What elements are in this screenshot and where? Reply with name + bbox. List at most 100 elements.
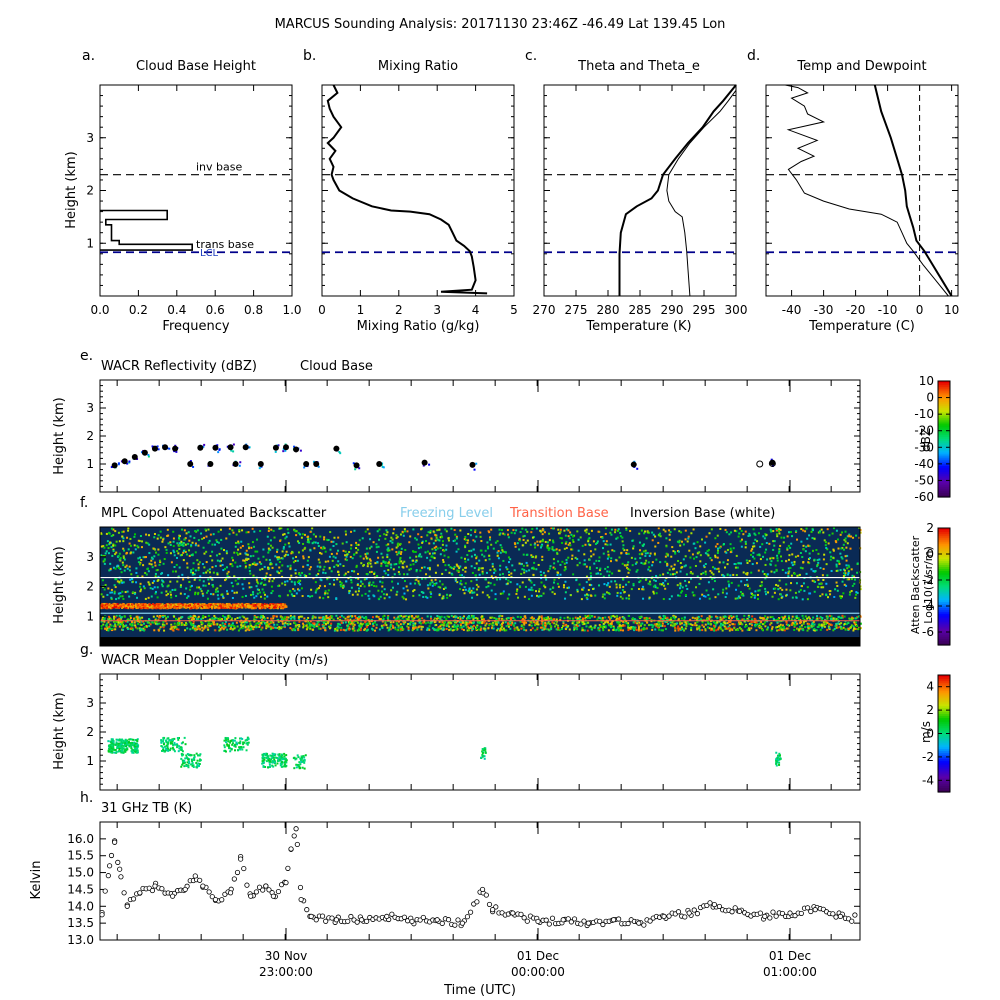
backscatter-pixel	[124, 570, 126, 572]
backscatter-pixel	[177, 552, 179, 554]
backscatter-pixel	[569, 537, 571, 539]
backscatter-pixel	[851, 568, 853, 570]
backscatter-pixel	[103, 547, 105, 549]
backscatter-pixel	[507, 529, 509, 531]
backscatter-pixel	[643, 532, 645, 534]
backscatter-pixel	[531, 625, 533, 627]
backscatter-pixel	[365, 531, 367, 533]
backscatter-pixel	[507, 583, 509, 585]
backscatter-pixel	[519, 538, 521, 540]
backscatter-pixel	[173, 545, 175, 547]
backscatter-pixel	[403, 573, 405, 575]
backscatter-pixel	[669, 569, 671, 571]
backscatter-pixel	[102, 624, 104, 626]
backscatter-pixel	[448, 626, 450, 628]
backscatter-pixel	[679, 587, 681, 589]
backscatter-pixel	[151, 596, 153, 598]
backscatter-pixel	[304, 547, 306, 549]
backscatter-pixel	[417, 580, 419, 582]
backscatter-pixel	[680, 585, 682, 587]
backscatter-pixel	[776, 557, 778, 559]
backscatter-pixel	[801, 556, 803, 558]
backscatter-pixel	[479, 532, 481, 534]
backscatter-pixel	[403, 535, 405, 537]
backscatter-pixel	[689, 566, 691, 568]
backscatter-pixel	[605, 527, 607, 529]
backscatter-pixel	[207, 529, 209, 531]
backscatter-pixel	[507, 598, 509, 600]
backscatter-pixel	[267, 567, 269, 569]
backscatter-pixel	[288, 542, 290, 544]
backscatter-pixel	[252, 528, 254, 530]
y-axis-label-e: Height (km)	[52, 397, 67, 474]
backscatter-pixel	[383, 624, 385, 626]
backscatter-pixel	[209, 540, 211, 542]
backscatter-pixel	[197, 545, 199, 547]
backscatter-pixel	[788, 545, 790, 547]
backscatter-pixel	[247, 543, 249, 545]
backscatter-pixel	[167, 529, 169, 531]
backscatter-pixel	[700, 573, 702, 575]
backscatter-pixel	[563, 617, 565, 619]
backscatter-pixel	[733, 616, 735, 618]
backscatter-pixel	[123, 550, 125, 552]
backscatter-pixel	[448, 629, 450, 631]
backscatter-pixel	[796, 617, 798, 619]
backscatter-pixel	[676, 571, 678, 573]
backscatter-pixel	[397, 536, 399, 538]
backscatter-pixel	[259, 530, 261, 532]
backscatter-pixel	[822, 531, 824, 533]
backscatter-pixel	[459, 627, 461, 629]
backscatter-pixel	[185, 587, 187, 589]
reflectivity-pixel	[168, 448, 170, 450]
backscatter-pixel	[364, 585, 366, 587]
backscatter-pixel	[590, 550, 592, 552]
backscatter-pixel	[462, 569, 464, 571]
backscatter-pixel	[764, 621, 766, 623]
backscatter-pixel	[427, 622, 429, 624]
backscatter-pixel	[442, 544, 444, 546]
backscatter-pixel	[386, 556, 388, 558]
backscatter-pixel	[270, 618, 272, 620]
backscatter-pixel	[178, 548, 180, 550]
backscatter-pixel	[795, 592, 797, 594]
cloud-base-point	[162, 444, 168, 450]
backscatter-pixel	[173, 537, 175, 539]
backscatter-pixel	[856, 625, 858, 627]
backscatter-pixel	[560, 529, 562, 531]
backscatter-pixel	[499, 534, 501, 536]
backscatter-pixel	[844, 570, 846, 572]
time-panel-e	[100, 380, 860, 492]
backscatter-pixel	[819, 624, 821, 626]
backscatter-pixel	[538, 596, 540, 598]
backscatter-pixel	[251, 626, 253, 628]
backscatter-pixel	[548, 629, 550, 631]
backscatter-pixel	[515, 529, 517, 531]
y-tick-label: 3	[86, 131, 94, 145]
backscatter-pixel	[674, 627, 676, 629]
backscatter-pixel	[345, 573, 347, 575]
backscatter-pixel	[144, 587, 146, 589]
backscatter-pixel	[726, 531, 728, 533]
backscatter-pixel	[204, 616, 206, 618]
backscatter-pixel	[114, 544, 116, 546]
backscatter-pixel	[431, 556, 433, 558]
backscatter-pixel	[427, 584, 429, 586]
backscatter-pixel	[822, 574, 824, 576]
backscatter-pixel	[482, 571, 484, 573]
cloud-base-point	[243, 444, 249, 450]
backscatter-pixel	[791, 553, 793, 555]
backscatter-pixel	[418, 594, 420, 596]
lcl-label: LCL	[200, 248, 219, 259]
backscatter-pixel	[114, 584, 116, 586]
backscatter-pixel	[434, 547, 436, 549]
backscatter-pixel	[515, 546, 517, 548]
backscatter-pixel	[122, 540, 124, 542]
backscatter-pixel	[608, 556, 610, 558]
backscatter-pixel	[244, 626, 246, 628]
backscatter-pixel	[176, 542, 178, 544]
backscatter-pixel	[327, 596, 329, 598]
backscatter-pixel	[671, 595, 673, 597]
backscatter-pixel	[603, 553, 605, 555]
backscatter-pixel	[563, 530, 565, 532]
